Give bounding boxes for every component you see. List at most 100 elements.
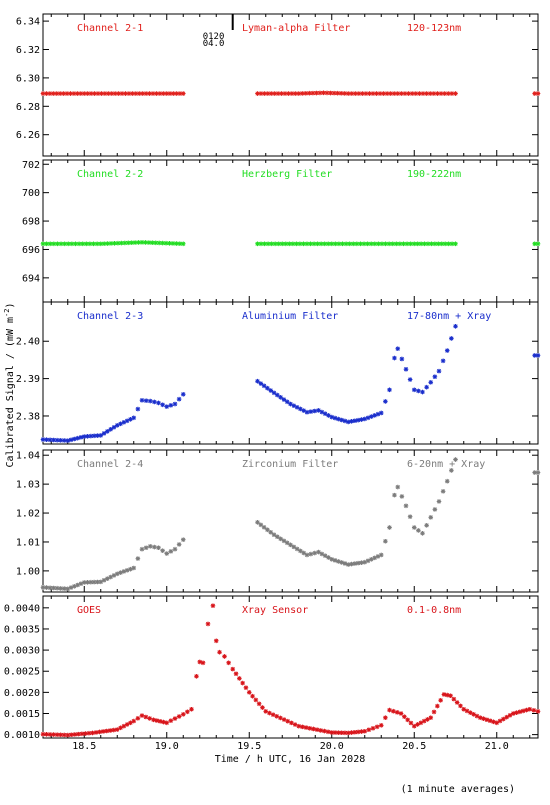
data-point-5-15	[93, 730, 99, 735]
data-point-5-20	[111, 727, 117, 733]
data-point-1-42	[255, 91, 260, 96]
data-point-3-58	[316, 408, 321, 413]
panel-5-filter-label: Xray Sensor	[242, 605, 308, 616]
data-point-1-93	[435, 91, 440, 96]
panel-1-filter-label: Lyman-alpha Filter	[242, 23, 350, 34]
data-point-5-33	[157, 719, 163, 724]
data-point-2-8	[69, 241, 75, 247]
data-point-3-67	[345, 419, 351, 425]
data-point-5-138	[531, 708, 537, 713]
data-point-1-37	[167, 91, 173, 96]
data-point-3-10	[75, 435, 80, 441]
data-point-4-0	[40, 585, 46, 590]
data-point-1-79	[384, 91, 390, 96]
data-point-2-99	[535, 241, 541, 247]
data-point-3-27	[131, 415, 137, 421]
data-point-5-86	[352, 729, 358, 735]
data-point-1-13	[85, 91, 90, 96]
data-point-4-31	[147, 544, 153, 549]
data-point-1-58	[310, 90, 316, 96]
panel-3-band-label: 17-80nm + Xray	[407, 311, 491, 322]
data-point-1-33	[154, 91, 159, 96]
data-point-4-33	[156, 545, 161, 551]
data-point-4-84	[407, 514, 413, 519]
data-point-4-11	[78, 581, 84, 587]
data-point-1-27	[133, 91, 139, 96]
data-point-4-7	[65, 586, 71, 592]
data-point-4-74	[369, 557, 374, 562]
data-point-5-46	[210, 603, 216, 609]
data-point-2-56	[308, 241, 313, 247]
data-point-1-19	[106, 91, 111, 96]
data-point-1-85	[406, 91, 411, 96]
data-point-4-17	[98, 579, 104, 585]
data-point-4-20	[108, 574, 113, 580]
data-point-5-17	[100, 729, 106, 734]
panel-5-channel-label: GOES	[77, 605, 101, 616]
data-point-3-83	[403, 366, 409, 372]
data-point-3-74	[369, 414, 374, 419]
data-point-5-101	[408, 720, 414, 726]
data-point-1-32	[150, 91, 156, 96]
data-point-1-56	[303, 91, 309, 96]
panel-2-frame	[42, 159, 539, 303]
data-point-4-43	[265, 527, 270, 533]
data-point-3-38	[176, 396, 182, 402]
data-point-5-14	[90, 730, 95, 736]
y-axis-title-main: Calibrated Signal / (mW m	[5, 317, 16, 468]
marker-text-0: 0120	[203, 32, 225, 42]
data-point-2-44	[265, 241, 271, 247]
data-point-2-91	[432, 241, 438, 247]
data-point-4-37	[172, 546, 178, 552]
data-point-4-61	[326, 555, 331, 560]
data-point-3-13	[85, 434, 90, 439]
data-point-5-9	[72, 732, 78, 737]
data-point-3-64	[336, 416, 341, 422]
data-point-5-107	[428, 715, 434, 721]
data-point-2-98	[532, 241, 537, 247]
panel-2-ytick-label: 696	[22, 245, 40, 256]
data-point-1-0	[40, 91, 46, 96]
data-point-2-52	[294, 241, 299, 247]
data-point-1-63	[328, 90, 333, 96]
data-point-1-11	[78, 91, 84, 96]
data-point-5-106	[425, 717, 430, 722]
data-point-4-88	[424, 523, 429, 528]
data-point-3-31	[147, 398, 153, 404]
data-point-3-26	[128, 417, 133, 422]
x-tick-label: 19.5	[237, 741, 261, 752]
data-point-5-1	[44, 732, 49, 737]
data-point-2-60	[322, 241, 327, 247]
data-point-4-87	[420, 530, 425, 536]
panel-5-ytick-label: 0.0010	[4, 730, 40, 741]
data-point-3-48	[281, 397, 287, 402]
data-point-4-70	[355, 560, 361, 566]
data-point-1-1	[44, 91, 49, 96]
data-point-2-13	[87, 241, 93, 247]
data-point-1-94	[438, 91, 444, 96]
data-point-5-51	[230, 666, 236, 672]
data-point-4-78	[383, 538, 388, 544]
data-point-2-86	[415, 241, 420, 247]
data-point-2-76	[379, 241, 385, 247]
data-point-5-73	[307, 725, 313, 731]
data-point-5-124	[484, 717, 490, 723]
data-point-2-88	[422, 241, 427, 247]
data-point-4-32	[152, 544, 157, 550]
data-point-5-54	[240, 680, 245, 686]
data-point-5-5	[58, 732, 63, 738]
data-point-5-136	[524, 707, 529, 713]
data-point-5-128	[497, 718, 503, 724]
marker-text-1: 04.0	[203, 39, 225, 49]
panel-2-band-label: 190-222nm	[407, 169, 461, 180]
data-point-2-47	[276, 241, 282, 247]
data-point-2-75	[376, 241, 381, 247]
data-point-3-53	[298, 406, 303, 412]
y-axis-title: Calibrated Signal / (mW m-2)	[3, 303, 16, 468]
data-point-3-62	[329, 414, 335, 420]
data-point-1-96	[445, 91, 451, 96]
data-point-3-90	[432, 374, 438, 380]
data-point-3-79	[387, 387, 392, 393]
data-point-2-32	[153, 240, 159, 246]
data-point-4-35	[164, 551, 170, 556]
